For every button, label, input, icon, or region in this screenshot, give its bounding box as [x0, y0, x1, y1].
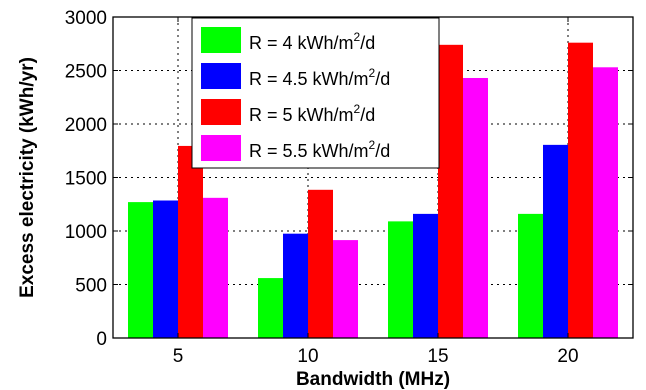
legend-swatch [201, 63, 241, 89]
legend-label: R = 5 kWh/m2/d [249, 102, 375, 125]
legend-swatch [201, 27, 241, 53]
legend-label-suffix: /d [375, 141, 390, 161]
legend-label-suffix: /d [360, 105, 375, 125]
bar [463, 77, 488, 339]
bar [153, 200, 178, 338]
x-axis-ticks: 5 10 15 20 [173, 17, 579, 367]
y-tick-label: 1500 [65, 169, 107, 190]
legend-label-suffix: /d [375, 69, 390, 89]
y-tick-label: 2000 [65, 115, 107, 136]
bar [178, 145, 203, 338]
legend-label-prefix: R = 4 kWh/m [249, 33, 354, 53]
x-tick-label: 10 [297, 346, 318, 367]
legend-swatch [201, 135, 241, 161]
legend-label: R = 4.5 kWh/m2/d [249, 66, 390, 89]
y-tick-label: 0 [96, 329, 107, 350]
legend-label-superscript: 2 [354, 30, 361, 44]
bar [308, 189, 333, 338]
x-tick-label: 15 [427, 346, 448, 367]
bar [283, 233, 308, 338]
bar [568, 42, 593, 339]
bar [258, 278, 283, 338]
y-tick-label: 1000 [65, 222, 107, 243]
legend-label-prefix: R = 4.5 kWh/m [249, 69, 369, 89]
bars [128, 42, 618, 339]
legend-label-superscript: 2 [354, 102, 361, 116]
legend-label-superscript: 2 [369, 66, 376, 80]
bar [413, 213, 438, 338]
y-tick-label: 3000 [65, 8, 107, 29]
bar [438, 44, 463, 338]
y-axis-label: Excess electricity (kWh/yr) [17, 57, 38, 298]
bar [518, 213, 543, 338]
legend-label: R = 5.5 kWh/m2/d [249, 138, 390, 161]
legend-label-suffix: /d [360, 33, 375, 53]
legend-swatch [201, 99, 241, 125]
bar [593, 67, 618, 338]
bar [128, 202, 153, 338]
y-tick-label: 500 [75, 276, 107, 297]
y-axis-ticks: 0 500 1000 1500 2000 2500 3000 [65, 8, 633, 350]
bar [333, 240, 358, 338]
y-tick-label: 2500 [65, 62, 107, 83]
legend: R = 4 kWh/m2/dR = 4.5 kWh/m2/dR = 5 kWh/… [191, 17, 440, 169]
legend-label-superscript: 2 [369, 138, 376, 152]
x-axis-label: Bandwidth (MHz) [296, 369, 450, 390]
bar [388, 221, 413, 338]
legend-label-prefix: R = 5.5 kWh/m [249, 141, 369, 161]
legend-label: R = 4 kWh/m2/d [249, 30, 375, 53]
legend-label-prefix: R = 5 kWh/m [249, 105, 354, 125]
bar [543, 144, 568, 338]
x-tick-label: 5 [173, 346, 184, 367]
bar [203, 197, 228, 338]
x-tick-label: 20 [557, 346, 578, 367]
